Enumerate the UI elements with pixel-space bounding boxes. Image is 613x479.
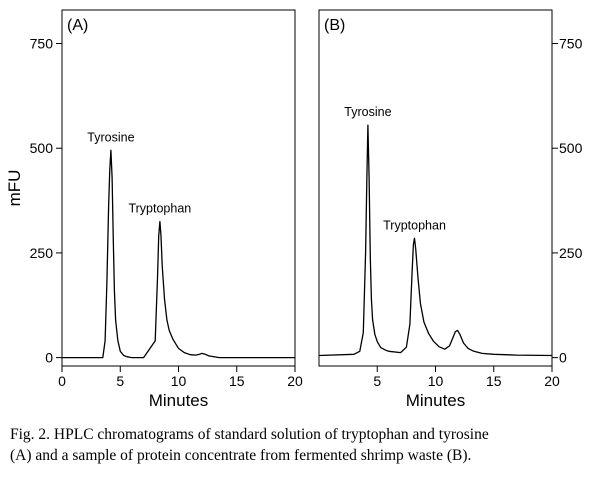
panel-b-x-tick-label: 5 bbox=[373, 373, 381, 389]
panel-b-tyrosine-peak-label: Tyrosine bbox=[344, 105, 391, 119]
panel-b-frame bbox=[318, 9, 553, 367]
panel-a-x-axis-title: Minutes bbox=[149, 391, 209, 410]
caption-line-1: Fig. 2. HPLC chromatograms of standard s… bbox=[10, 426, 489, 443]
panel-a-y-tick-label: 500 bbox=[30, 140, 54, 156]
panel-b-y-tick-label: 750 bbox=[559, 36, 583, 52]
panel-a-label: (A) bbox=[67, 17, 88, 34]
panel-b-x-tick-label: 20 bbox=[544, 373, 560, 389]
panel-b-series-line-1 bbox=[318, 124, 553, 357]
panel-b-y-tick-label: 250 bbox=[559, 245, 583, 261]
panel-b-x-tick-label: 10 bbox=[428, 373, 444, 389]
figure-canvas: 0 5 10 15 20 0 250 500 750 Minutes mFU (A) Tyrosine T… bbox=[5, 9, 583, 410]
panel-a-y-axis-title: mFU bbox=[5, 170, 24, 207]
panel-a-tryptophan-peak-label: Tryptophan bbox=[128, 202, 191, 216]
panel-b-x-tick-label: 15 bbox=[486, 373, 502, 389]
caption-line-2: (A) and a sample of protein concentrate … bbox=[10, 447, 472, 464]
panel-a-series-line-1 bbox=[62, 149, 295, 359]
panel-a-x-tick-label: 5 bbox=[116, 373, 124, 389]
panel-a-y-tick-label: 250 bbox=[30, 245, 54, 261]
panel-b-x-axis-title: Minutes bbox=[406, 391, 466, 410]
panel-a-tyrosine-peak-label: Tyrosine bbox=[87, 130, 134, 144]
panel-a-chart: 0 5 10 15 20 0 250 500 750 Minutes mFU (A) Tyrosine T… bbox=[5, 9, 303, 410]
panel-a-x-tick-label: 20 bbox=[287, 373, 303, 389]
panel-a-y-tick-label: 750 bbox=[30, 36, 54, 52]
panel-b-label: (B) bbox=[324, 17, 345, 34]
figure-caption: Fig. 2. HPLC chromatograms of standard s… bbox=[10, 424, 610, 466]
panel-a-y-tick-label: 0 bbox=[45, 350, 53, 366]
panel-b-y-tick-label: 0 bbox=[559, 350, 567, 366]
panel-a-frame bbox=[61, 9, 296, 367]
panel-b-tryptophan-peak-label: Tryptophan bbox=[383, 218, 446, 232]
panel-a-x-tick-label: 0 bbox=[58, 373, 66, 389]
panel-b-y-tick-label: 500 bbox=[559, 140, 583, 156]
panel-a-x-tick-label: 15 bbox=[229, 373, 245, 389]
panel-a-x-tick-label: 10 bbox=[171, 373, 187, 389]
panel-b-chart: 5 10 15 20 0 250 500 750 Minutes (B) Tyrosine Trypt… bbox=[318, 9, 583, 410]
